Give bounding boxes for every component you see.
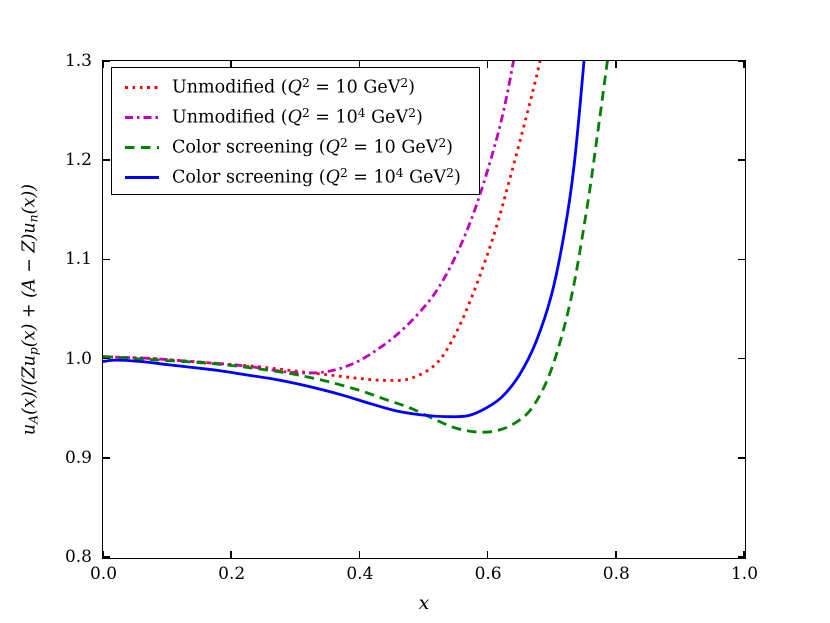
legend-label: Unmodified (Q2 = 104 GeV2): [172, 106, 423, 128]
ylabel-part: (x)): [19, 184, 40, 215]
y-tick-mark: [103, 357, 110, 360]
legend-label-part: GeV: [395, 137, 439, 158]
curve-dashdot: [103, 61, 515, 375]
y-tick-mark: [103, 457, 110, 459]
x-tick-label: 0.2: [218, 564, 246, 584]
legend-line-sample-solid: [125, 175, 159, 179]
legend-box: Unmodified (Q2 = 10 GeV2) Unmodified (Q2…: [111, 67, 480, 195]
x-tick-mark: [615, 551, 617, 558]
ylabel-part: n: [25, 214, 41, 223]
y-tick-mark: [103, 60, 110, 62]
legend-label: Color screening (Q2 = 10 GeV2): [172, 136, 453, 158]
legend-line-sample-dashed: [125, 145, 159, 149]
x-tick-mark: [358, 551, 361, 558]
x-tick-mark: [615, 61, 617, 68]
legend-label-part: 2: [446, 166, 454, 181]
legend-line-sample-dashdot: [125, 115, 159, 119]
ylabel-part: u: [19, 423, 40, 436]
y-tick-mark: [738, 159, 745, 161]
y-tick-label: 1.1: [64, 249, 92, 270]
legend-label-part: 2: [408, 106, 416, 121]
legend-label-part: 4: [395, 166, 404, 181]
x-tick-mark: [102, 551, 104, 558]
legend-label-part: 2: [400, 76, 409, 91]
ylabel-part: A: [25, 414, 41, 424]
legend-label-part: Color screening (: [172, 137, 326, 158]
legend-label-part: ): [415, 107, 423, 128]
ylabel-part: p: [25, 347, 41, 356]
x-tick-label: 0.6: [474, 564, 502, 584]
legend-label-part: = 10: [347, 167, 396, 188]
legend-label-part: Q: [325, 137, 340, 158]
x-tick-mark: [743, 61, 745, 68]
legend-label-part: 2: [339, 166, 348, 181]
legend-label-part: 4: [357, 106, 366, 121]
x-tick-mark: [102, 61, 104, 68]
x-tick-label: 0.8: [602, 564, 630, 584]
legend-label-part: Unmodified (: [172, 107, 288, 128]
legend-label-part: Q: [287, 107, 302, 128]
x-tick-mark: [230, 551, 232, 558]
y-tick-label: 1.2: [64, 150, 92, 171]
legend-label-part: 2: [339, 136, 348, 151]
x-tick-mark: [486, 61, 489, 68]
legend-item-unmodified-q10: Unmodified (Q2 = 10 GeV2): [112, 72, 479, 102]
y-tick-label: 1.3: [64, 51, 92, 71]
y-tick-label: 0.9: [64, 447, 92, 468]
legend-label-part: = 10: [309, 107, 358, 128]
legend-label: Color screening (Q2 = 104 GeV2): [172, 166, 461, 188]
legend-item-screening-q10e4: Color screening (Q2 = 104 GeV2): [112, 162, 479, 192]
y-tick-mark: [738, 357, 745, 360]
y-tick-mark: [738, 457, 745, 459]
y-tick-mark: [738, 60, 745, 62]
legend-label: Unmodified (Q2 = 10 GeV2): [172, 76, 415, 98]
x-tick-label: 1.0: [730, 564, 759, 584]
plot-area: Unmodified (Q2 = 10 GeV2) Unmodified (Q2…: [102, 60, 746, 559]
x-axis-label: x: [418, 592, 430, 614]
legend-label-part: GeV: [357, 77, 401, 98]
legend-item-unmodified-q10e4: Unmodified (Q2 = 104 GeV2): [112, 102, 479, 132]
legend-label-part: Color screening (: [172, 167, 326, 188]
curves-canvas: [103, 61, 609, 434]
legend-item-screening-q10: Color screening (Q2 = 10 GeV2): [112, 132, 479, 162]
legend-label-part: Unmodified (: [172, 77, 288, 98]
y-tick-mark: [103, 159, 110, 161]
legend-label-part: 2: [301, 106, 310, 121]
legend-label-part: Q: [325, 167, 340, 188]
legend-label-part: ): [446, 137, 453, 158]
x-tick-mark: [358, 61, 361, 68]
legend-label-part: GeV: [365, 107, 409, 128]
legend-label-part: GeV: [403, 167, 447, 188]
curve-dashed: [103, 61, 609, 434]
x-tick-mark: [230, 61, 232, 68]
ylabel-part: (x) + (A − Z)u: [19, 222, 40, 348]
y-tick-mark: [103, 258, 110, 261]
ylabel-part: (x)/(Zu: [19, 355, 40, 415]
y-tick-label: 0.8: [64, 547, 92, 567]
x-tick-label: 0.0: [89, 564, 118, 584]
legend-line-sample-dotted: [125, 85, 159, 89]
y-tick-label: 1.0: [64, 348, 92, 369]
legend-label-part: 2: [301, 76, 310, 91]
x-tick-mark: [743, 551, 745, 558]
x-tick-label: 0.4: [346, 564, 374, 584]
y-tick-mark: [738, 556, 745, 558]
legend-label-part: = 10: [309, 77, 358, 98]
legend-label-part: 2: [438, 136, 447, 151]
y-tick-mark: [103, 556, 110, 558]
legend-label-part: = 10: [347, 137, 396, 158]
curve-solid: [103, 61, 586, 419]
legend-label-part: ): [408, 77, 415, 98]
legend-label-part: ): [453, 167, 461, 188]
x-tick-mark: [486, 551, 489, 558]
y-tick-mark: [738, 258, 745, 261]
y-axis-label: uA(x)/(Zup(x) + (A − Z)un(x)): [19, 128, 40, 492]
legend-label-part: Q: [287, 77, 302, 98]
